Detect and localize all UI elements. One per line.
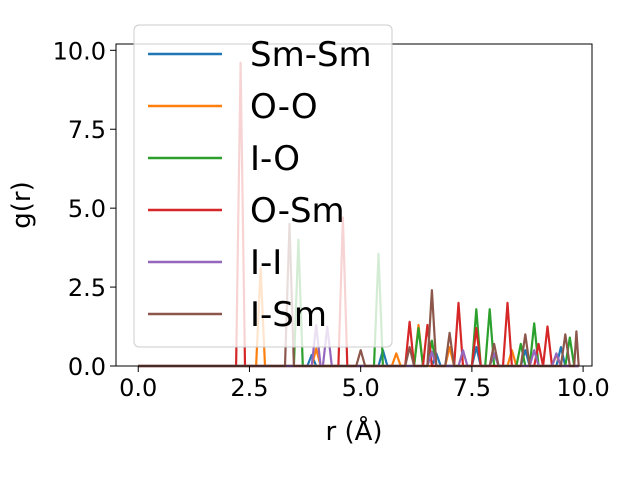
x-tick-label: 5.0 (342, 374, 380, 402)
x-tick-label: 7.5 (453, 374, 491, 402)
legend-label: O-O (250, 87, 318, 127)
legend-label: I-Sm (250, 295, 327, 335)
y-axis-ticks: 0.0 2.5 5.0 7.5 10.0 (53, 37, 116, 381)
x-tick-label: 0.0 (119, 374, 157, 402)
legend-label: O-Sm (250, 191, 345, 231)
x-axis-label: r (Å) (325, 415, 382, 447)
y-tick-label: 0.0 (68, 353, 106, 381)
y-tick-label: 5.0 (68, 195, 106, 223)
series-line-i-sm (138, 222, 580, 368)
x-tick-label: 10.0 (556, 374, 609, 402)
y-tick-label: 7.5 (68, 116, 106, 144)
y-axis-label: g(r) (7, 181, 37, 228)
legend-label: Sm-Sm (250, 35, 372, 75)
legend: Sm-Sm O-O I-O O-Sm I-I I-Sm (133, 24, 393, 348)
y-tick-label: 2.5 (68, 274, 106, 302)
y-tick-label: 10.0 (53, 37, 106, 65)
x-axis-ticks: 0.0 2.5 5.0 7.5 10.0 (119, 366, 610, 402)
legend-label: I-I (250, 243, 282, 283)
x-tick-label: 2.5 (230, 374, 268, 402)
legend-label: I-O (250, 139, 300, 179)
